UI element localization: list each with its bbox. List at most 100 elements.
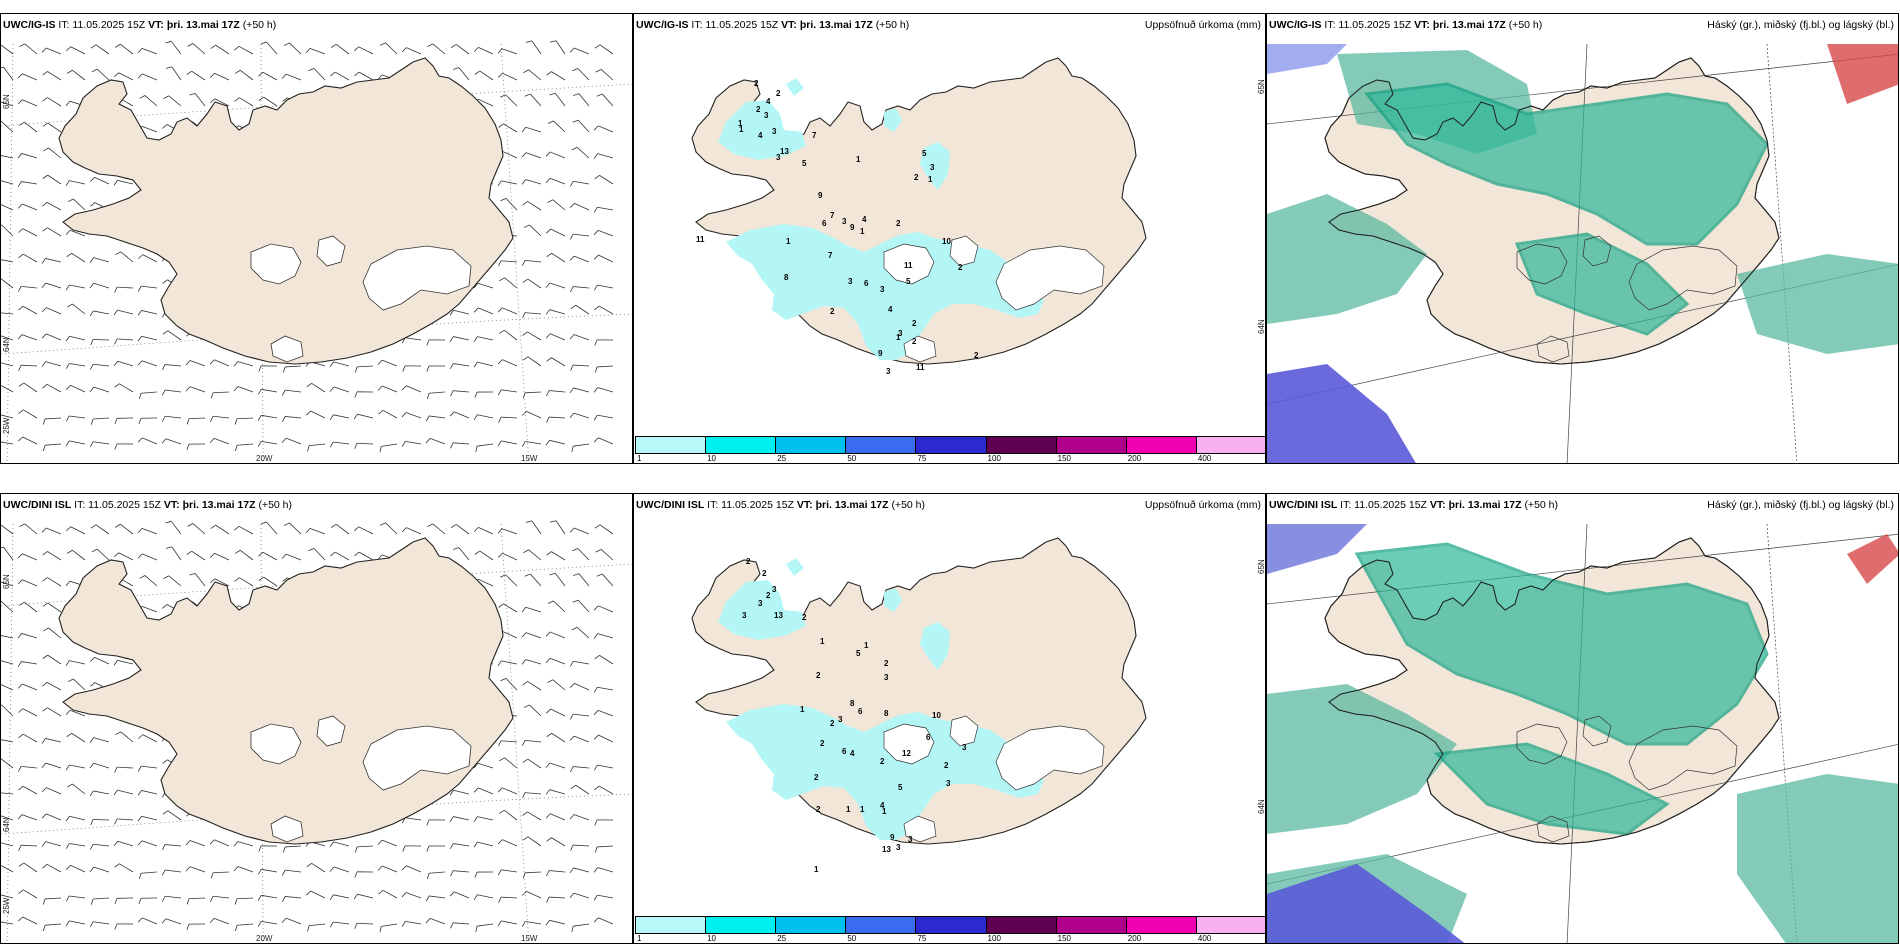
precip-value: 6 — [864, 279, 869, 288]
lat-label-64n: 64N — [2, 337, 11, 352]
precip-value: 3 — [898, 329, 903, 338]
precip-value: 2 — [814, 773, 819, 782]
cloud-title: Háský (gr.), miðský (fj.bl.) og lágský (… — [1707, 499, 1894, 511]
precip-legend: 1 10 25 50 75 100 150 200 400 — [635, 436, 1265, 463]
precip-value: 1 — [820, 637, 825, 646]
precip-value: 2 — [958, 263, 963, 272]
precip-value: 1 — [896, 333, 901, 342]
wind-map: 65N 64N 25W 20W 15W — [1, 520, 632, 943]
precip-area-3 — [920, 142, 950, 190]
cloud-map — [1267, 494, 1898, 943]
precip-value: 1 — [882, 807, 887, 816]
glaciers — [250, 715, 472, 843]
precip-value: 1 — [800, 705, 805, 714]
cloud-panel-bottom: UWC/DINI ISL IT: 11.05.2025 15Z VT: þri.… — [1266, 493, 1899, 944]
precip-value: 3 — [962, 743, 967, 752]
lat-label-65n: 65N — [2, 94, 11, 109]
lat-label-65n: 65N — [2, 574, 11, 589]
legend-tick: 10 — [707, 934, 717, 943]
precip-value: 4 — [862, 215, 867, 224]
precip-panel-top: UWC/IG-IS IT: 11.05.2025 15Z VT: þri. 13… — [633, 13, 1266, 464]
legend-swatch — [705, 436, 777, 454]
precip-value: 8 — [884, 709, 889, 718]
legend-swatch — [775, 436, 847, 454]
legend-tick: 100 — [987, 454, 1001, 463]
legend-tick: 75 — [917, 454, 927, 463]
legend-tick: 1 — [637, 934, 642, 943]
precip-value: 9 — [890, 833, 895, 842]
legend-tick: 100 — [987, 934, 1001, 943]
legend-swatch — [915, 916, 987, 934]
precip-value: 3 — [758, 599, 763, 608]
lon-label-25w: 25W — [2, 417, 11, 434]
panel-title: UWC/IG-IS IT: 11.05.2025 15Z VT: þri. 13… — [3, 19, 277, 31]
precip-value: 5 — [898, 783, 903, 792]
legend-tick: 200 — [1127, 934, 1142, 943]
precip-value: 12 — [902, 749, 911, 758]
legend-tick: 75 — [917, 934, 927, 943]
precip-value: 2 — [884, 659, 889, 668]
legend-tick: 150 — [1057, 934, 1072, 943]
precip-area-0 — [718, 100, 806, 160]
precip-value: 1 — [786, 237, 791, 246]
precip-value: 13 — [780, 147, 789, 156]
precip-value: 3 — [848, 277, 853, 286]
precip-panel-bottom: UWC/DINI ISL IT: 11.05.2025 15Z VT: þri.… — [633, 493, 1266, 944]
coastline — [1324, 57, 1780, 365]
precip-title: Uppsöfnuð úrkoma (mm) — [1144, 19, 1261, 31]
precip-value: 11 — [916, 363, 925, 372]
precip-value: 2 — [830, 307, 835, 316]
precip-value: 2 — [756, 105, 761, 114]
lat-label-65n: 65N — [1257, 559, 1266, 574]
precip-value: 7 — [828, 251, 833, 260]
precip-value: 13 — [774, 611, 783, 620]
legend-swatch — [915, 436, 987, 454]
legend-tick: 25 — [777, 454, 787, 463]
glaciers — [250, 235, 472, 363]
precip-value: 6 — [858, 707, 863, 716]
precip-value: 8 — [850, 699, 855, 708]
precip-value: 2 — [914, 173, 919, 182]
precip-title: Uppsöfnuð úrkoma (mm) — [1144, 499, 1261, 511]
precip-value: 2 — [944, 761, 949, 770]
precip-value: 7 — [830, 211, 835, 220]
panel-title: UWC/DINI ISL IT: 11.05.2025 15Z VT: þri.… — [1269, 499, 1560, 511]
cloud-layers — [1267, 524, 1898, 943]
precip-value: 10 — [932, 711, 941, 720]
precip-value: 2 — [912, 319, 917, 328]
precip-value: 2 — [816, 671, 821, 680]
precip-value: 1 — [860, 227, 865, 236]
coastline — [1324, 537, 1780, 845]
wind-panel-top: UWC/IG-IS IT: 11.05.2025 15Z VT: þri. 13… — [0, 13, 633, 464]
legend-swatch — [985, 436, 1057, 454]
cloud-panel-top: UWC/IG-IS IT: 11.05.2025 15Z VT: þri. 13… — [1266, 13, 1899, 464]
lat-label-64n: 64N — [1257, 319, 1266, 334]
precip-value: 1 — [738, 119, 743, 128]
precip-value: 3 — [946, 779, 951, 788]
precip-value: 2 — [896, 219, 901, 228]
precip-value: 3 — [842, 217, 847, 226]
precip-value: 1 — [928, 175, 933, 184]
lon-label-25w: 25W — [2, 897, 11, 914]
cloud-layers — [1267, 44, 1898, 463]
legend-tick: 400 — [1197, 454, 1212, 463]
precip-value: 4 — [758, 131, 763, 140]
precip-value: 2 — [820, 739, 825, 748]
precip-value: 6 — [822, 219, 827, 228]
precip-value: 3 — [908, 835, 913, 844]
precip-value: 2 — [762, 569, 767, 578]
precip-value: 9 — [818, 191, 823, 200]
legend-swatch — [775, 916, 847, 934]
wind-map: 65N 64N 25W 20W 15W — [1, 40, 632, 463]
precip-value: 7 — [812, 131, 817, 140]
precip-value: 9 — [850, 223, 855, 232]
precip-area-2 — [884, 108, 902, 132]
precip-value: 3 — [772, 127, 777, 136]
lat-label-64n: 64N — [1257, 799, 1266, 814]
legend-swatch — [985, 916, 1057, 934]
precip-value: 2 — [912, 337, 917, 346]
precip-value: 1 — [739, 125, 744, 134]
